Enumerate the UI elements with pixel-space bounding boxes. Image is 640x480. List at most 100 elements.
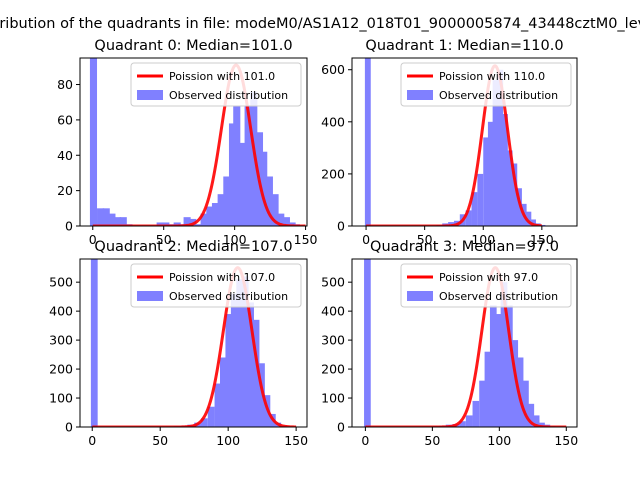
x-tick-label: 150 (554, 433, 578, 448)
y-tick-label: 0 (337, 420, 345, 435)
histogram-bar (288, 222, 296, 226)
histogram-bar (252, 319, 260, 427)
y-tick-label: 100 (49, 391, 73, 406)
legend: Poission with 107.0 Observed distribution (130, 263, 302, 308)
x-tick-label: 50 (424, 433, 440, 448)
histogram-bar (511, 163, 518, 226)
suptitle: Plotting median distribution of the quad… (0, 16, 640, 32)
quadrant-1-chart: 0 50 100 150 0 200 400 600 Quadrant 1: Median=11… (321, 38, 578, 247)
histogram-bar (206, 206, 214, 226)
histogram-bar (236, 279, 244, 427)
histogram-bar (183, 217, 191, 226)
y-tick-label: 300 (321, 333, 345, 348)
plot-marks (364, 259, 567, 427)
x-tick-label: 0 (361, 433, 369, 448)
histogram-bar (489, 305, 497, 427)
x-tick-label: 0 (89, 232, 97, 247)
histogram-bar (479, 380, 486, 427)
quadrant-3-chart: 0 50 100 150 0 100 200 300 400 500 Quadrant 3: Med… (321, 239, 578, 448)
y-tick-label: 0 (337, 219, 345, 234)
y-tick-label: 0 (65, 219, 73, 234)
histogram-bar (173, 222, 181, 226)
axes-frame (79, 258, 308, 428)
histogram-bar (502, 114, 508, 226)
legend-label-observed: Observed distribution (439, 290, 558, 303)
legend-label-observed: Observed distribution (169, 89, 288, 102)
poisson-curve (92, 63, 306, 226)
panel-title: Quadrant 1: Median=110.0 (365, 38, 563, 54)
histogram-bar (448, 222, 454, 226)
histogram-bar (207, 406, 215, 427)
histogram-bar (230, 293, 238, 427)
histogram-bar (225, 314, 233, 427)
x-tick-label: 50 (156, 232, 172, 247)
histogram-bar (119, 217, 127, 226)
histogram-bar (277, 213, 285, 226)
x-tick-label: 50 (417, 232, 433, 247)
legend-box (400, 263, 572, 308)
y-tick-label: 400 (49, 304, 73, 319)
y-tick-label: 600 (321, 62, 345, 77)
histogram-bar (472, 400, 480, 427)
histogram-bar (97, 208, 105, 226)
histogram-bar (282, 217, 290, 226)
histogram-bar (90, 259, 98, 427)
histogram-bar (108, 213, 116, 226)
histogram-bar (162, 222, 170, 226)
histogram-bar (477, 173, 484, 226)
histogram-bar (364, 58, 371, 226)
histogram-bar (200, 213, 208, 226)
plot-marks (364, 58, 551, 226)
histogram-bar (156, 222, 164, 226)
histogram-bar (471, 192, 478, 226)
histogram-bar (465, 415, 473, 427)
histogram-bar (200, 418, 208, 427)
plot-marks (90, 259, 297, 427)
y-tick-label: 100 (321, 391, 345, 406)
legend-label-poisson: Poission with 101.0 (169, 70, 275, 83)
histogram-bar (223, 176, 231, 226)
y-tick-label: 80 (57, 77, 73, 92)
axes-frame (351, 258, 578, 428)
y-tick-label: 200 (321, 166, 345, 181)
histogram-bar (211, 203, 220, 226)
legend-label-poisson: Poission with 107.0 (169, 271, 275, 284)
legend-bar-swatch (407, 291, 433, 301)
quadrant-2-chart: 0 50 100 150 0 100 200 300 400 500 Quadrant 2: Med… (49, 239, 308, 448)
legend: Poission with 97.0 Observed distribution (400, 263, 572, 308)
histogram-bar (233, 105, 241, 226)
x-tick-label: 0 (88, 433, 96, 448)
histogram-bar (89, 58, 98, 226)
x-tick-label: 0 (362, 232, 370, 247)
y-tick-label: 0 (65, 420, 73, 435)
histogram-bar (214, 383, 222, 427)
histogram-bar (525, 211, 532, 226)
histogram-bar (530, 219, 536, 226)
y-tick-label: 200 (321, 362, 345, 377)
histogram-bar (495, 314, 502, 427)
histogram-bar (538, 422, 545, 427)
histogram-bar (241, 276, 249, 427)
legend-label-observed: Observed distribution (439, 89, 558, 102)
x-tick-label: 150 (530, 232, 554, 247)
histogram-bar (220, 357, 227, 427)
x-tick-label: 100 (487, 433, 511, 448)
histogram-bar (532, 415, 540, 427)
histogram-bar (506, 305, 513, 427)
histogram-bar (244, 105, 252, 226)
histogram-bar (228, 123, 237, 226)
legend-bar-swatch (137, 90, 163, 100)
x-tick-label: 100 (223, 232, 247, 247)
legend-label-poisson: Poission with 97.0 (439, 271, 538, 284)
x-tick-label: 100 (216, 433, 240, 448)
histogram-bar (114, 217, 122, 226)
histogram-bar (527, 403, 535, 427)
legend-box (130, 62, 302, 107)
y-tick-label: 200 (49, 362, 73, 377)
histogram-bar (497, 69, 504, 226)
legend-bar-swatch (137, 291, 163, 301)
legend-label-poisson: Poission with 110.0 (439, 70, 545, 83)
histogram-bar (516, 188, 522, 226)
panel-title: Quadrant 3: Median=97.0 (370, 239, 559, 255)
